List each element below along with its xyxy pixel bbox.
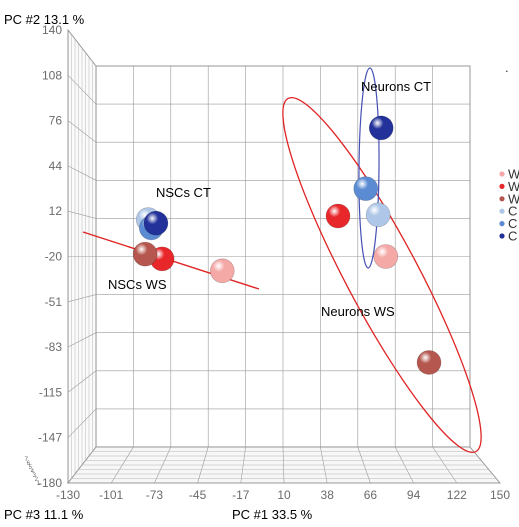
data-point: [132, 241, 158, 267]
plot-grid: [67, 28, 501, 485]
y-tick-label: 140: [42, 23, 62, 37]
y-tick-label: 108: [42, 68, 62, 82]
plot-points: [132, 115, 442, 375]
y-tick-label: -147: [38, 431, 62, 445]
y-tick-label: 76: [49, 114, 63, 128]
group-annotation: NSCs WS: [108, 277, 167, 292]
y-tick-label: -180: [38, 476, 62, 490]
legend-label: C: [508, 229, 517, 244]
z-tick-label: 4: [31, 469, 35, 475]
legend-marker: [499, 221, 505, 227]
data-point: [325, 203, 351, 229]
z-tick-label: 3: [33, 473, 37, 479]
neurons-ws-ellipse: [282, 96, 482, 454]
data-point: [368, 115, 394, 141]
plot-labels: PC #2 13.1 % PC #3 11.1 % PC #1 33.5 % -…: [4, 12, 510, 522]
x-tick-label: 94: [407, 488, 421, 502]
x-tick-label: -73: [146, 488, 164, 502]
x-tick-label: -101: [99, 488, 123, 502]
legend-marker: [499, 183, 505, 189]
x-tick-label: -45: [189, 488, 207, 502]
legend-marker: [499, 233, 505, 239]
y-tick-label: 12: [49, 204, 63, 218]
y-tick-label: 44: [49, 159, 63, 173]
data-point: [209, 258, 235, 284]
z-tick-label: 2: [35, 477, 39, 483]
legend-marker: [499, 196, 505, 202]
x-tick-label: -17: [232, 488, 250, 502]
group-annotation: Neurons WS: [321, 304, 395, 319]
data-point: [416, 350, 442, 375]
y-tick-label: -51: [45, 295, 63, 309]
legend-label: W: [508, 179, 519, 194]
z-tick-label: 7: [25, 457, 29, 463]
x-tick-label: 38: [321, 488, 335, 502]
z-axis-title: PC #3 11.1 %: [4, 507, 84, 522]
group-annotation: NSCs CT: [156, 185, 211, 200]
neurons-ct-ellipse: [358, 67, 380, 269]
z-tick-label: 6: [27, 461, 31, 467]
data-point: [353, 176, 379, 201]
x-tick-label: 66: [364, 488, 378, 502]
legend-dot-marker: .: [505, 60, 509, 75]
group-annotation: Neurons CT: [361, 79, 431, 94]
x-tick-label: 10: [277, 488, 291, 502]
legend-label: C: [508, 204, 517, 219]
x-tick-label: 150: [490, 488, 510, 502]
z-tick-label: 5: [29, 465, 33, 471]
x-tick-label: -130: [56, 488, 80, 502]
z-tick-label: 1: [37, 481, 41, 487]
x-axis-title: PC #1 33.5 %: [232, 507, 313, 522]
legend-label: C: [508, 216, 517, 231]
y-axis-title: PC #2 13.1 %: [4, 12, 85, 27]
legend-label: W: [508, 191, 519, 206]
legend-label: W: [508, 167, 519, 182]
x-tick-label: 122: [447, 488, 467, 502]
data-point: [373, 244, 399, 269]
legend-marker: [499, 171, 505, 177]
data-point: [365, 202, 391, 228]
data-point: [143, 210, 169, 236]
y-tick-label: -83: [45, 340, 63, 354]
legend-marker: [499, 208, 505, 214]
y-tick-label: -20: [45, 250, 63, 264]
y-tick-label: -115: [39, 385, 62, 399]
